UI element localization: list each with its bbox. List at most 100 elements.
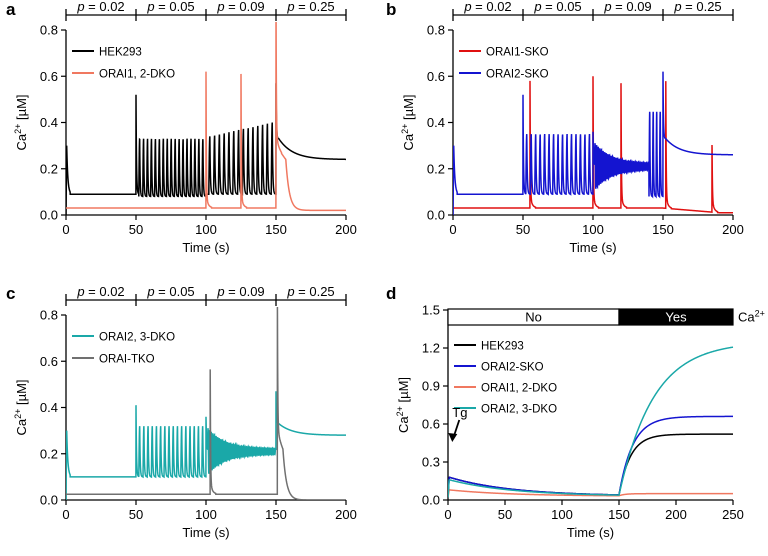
segment-p: p (76, 284, 84, 299)
legend-label: ORAI1-SKO (486, 47, 549, 59)
panel-letter-d: d (386, 284, 396, 303)
segment-p: p (673, 0, 681, 14)
x-tick-label: 0 (62, 222, 69, 237)
segment-value: = 0.25 (295, 284, 335, 299)
legend-label: ORAI-TKO (99, 354, 155, 366)
y-tick-label: 0.2 (40, 161, 58, 176)
x-tick-label: 0 (62, 507, 69, 522)
panel-letter-c: c (6, 284, 15, 303)
series-line-orai1-2-dko (66, 22, 346, 212)
y-label-base: Ca (401, 133, 416, 150)
series-line-orai1-sko (453, 76, 733, 214)
panel-b: b 0.0 0.2 0.4 0.6 0.8 0 50 100 150 200 Time (s) Ca2+… (386, 0, 744, 255)
y-tick-label: 0.8 (40, 23, 58, 38)
y-tick-label: 0.2 (40, 446, 58, 461)
y-tick-label: 0.0 (40, 208, 58, 223)
legend-label: HEK293 (99, 47, 142, 59)
y-axis-label: Ca2+ [µM] (395, 377, 411, 433)
x-tick-label: 250 (722, 507, 744, 522)
segment-p: p (533, 0, 541, 14)
y-tick-label: 0.6 (427, 69, 445, 84)
y-tick-label: 0.2 (427, 161, 445, 176)
x-tick-label: 150 (265, 507, 287, 522)
segment-label: p = 0.05 (146, 284, 194, 299)
condition-yes (618, 308, 734, 326)
y-tick-label: 0.4 (40, 400, 58, 415)
legend-label: ORAI2-SKO (486, 69, 549, 81)
segment-value: = 0.25 (682, 0, 722, 14)
segment-value: = 0.02 (85, 284, 125, 299)
segment-value: = 0.02 (472, 0, 512, 14)
y-label-sup: 2+ (13, 409, 23, 419)
panel-d: d 0.0 0.3 0.6 0.9 1.2 1.5 0 50 100 150 200 250 Time (… (386, 284, 765, 540)
legend-label: ORAI2-SKO (481, 362, 544, 374)
segment-p: p (146, 0, 154, 14)
x-tick-label: 100 (195, 507, 217, 522)
y-tick-label: 0.8 (427, 23, 445, 38)
x-tick-label: 150 (265, 222, 287, 237)
segment-label: p = 0.25 (286, 0, 334, 14)
series-line-orai2-3-dko (66, 391, 346, 500)
segment-p: p (286, 284, 294, 299)
x-tick-label: 50 (516, 222, 530, 237)
y-tick-label: 1.2 (422, 341, 440, 356)
y-label-sup: 2+ (400, 124, 410, 134)
y-tick-label: 0.9 (422, 379, 440, 394)
x-tick-label: 200 (335, 222, 357, 237)
annotation-arrow-head (448, 433, 458, 442)
x-tick-label: 100 (551, 507, 573, 522)
segment-value: = 0.25 (295, 0, 335, 14)
panel-letter-b: b (386, 0, 396, 19)
segment-label: p = 0.09 (216, 284, 264, 299)
y-label-unit: [µM] (14, 379, 29, 408)
segment-label: p = 0.09 (603, 0, 651, 14)
x-axis-label: Time (s) (569, 240, 616, 255)
condition-label-sup: 2+ (755, 309, 765, 319)
segment-label: p = 0.25 (673, 0, 721, 14)
y-tick-label: 1.5 (422, 303, 440, 318)
series-line-orai-tko (66, 307, 346, 500)
segment-p: p (463, 0, 471, 14)
condition-label: Ca2+ (738, 309, 765, 325)
x-axis-label: Time (s) (182, 525, 229, 540)
y-label-unit: [µM] (396, 377, 411, 406)
y-label-unit: [µM] (14, 94, 29, 123)
panel-a: a 0.0 0.2 0.4 0.6 0.8 0 50 100 150 200 Time (s) Ca2+… (6, 0, 357, 255)
x-tick-label: 150 (652, 222, 674, 237)
annotation-tg: Tg (452, 405, 467, 420)
segment-label: p = 0.02 (76, 284, 124, 299)
segment-value: = 0.05 (155, 284, 195, 299)
x-tick-label: 50 (129, 507, 143, 522)
x-tick-label: 100 (195, 222, 217, 237)
condition-yes-label: Yes (665, 310, 687, 325)
legend-label: ORAI1, 2-DKO (99, 69, 175, 81)
segment-p: p (286, 0, 294, 14)
legend-label: HEK293 (481, 341, 524, 353)
segment-label: p = 0.09 (216, 0, 264, 14)
segment-value: = 0.02 (85, 0, 125, 14)
y-label-sup: 2+ (395, 406, 405, 416)
y-tick-label: 0.4 (427, 115, 445, 130)
y-axis-label: Ca2+ [µM] (13, 379, 29, 435)
segment-value: = 0.05 (542, 0, 582, 14)
segment-p: p (146, 284, 154, 299)
series-line-orai2-sko (453, 71, 733, 215)
segment-label: p = 0.25 (286, 284, 334, 299)
x-tick-label: 50 (498, 507, 512, 522)
y-tick-label: 0.6 (40, 69, 58, 84)
segment-label: p = 0.05 (533, 0, 581, 14)
x-tick-label: 0 (444, 507, 451, 522)
y-tick-label: 0.8 (40, 308, 58, 323)
segment-p: p (76, 0, 84, 14)
panel-letter-a: a (6, 0, 16, 19)
segment-value: = 0.09 (225, 0, 265, 14)
condition-label-base: Ca (738, 310, 755, 325)
segment-value: = 0.09 (612, 0, 652, 14)
y-tick-label: 0.6 (422, 417, 440, 432)
y-tick-label: 0.3 (422, 455, 440, 470)
legend-label: ORAI2, 3-DKO (99, 332, 175, 344)
y-axis-label: Ca2+ [µM] (400, 94, 416, 150)
segment-label: p = 0.02 (463, 0, 511, 14)
y-label-unit: [µM] (401, 94, 416, 123)
